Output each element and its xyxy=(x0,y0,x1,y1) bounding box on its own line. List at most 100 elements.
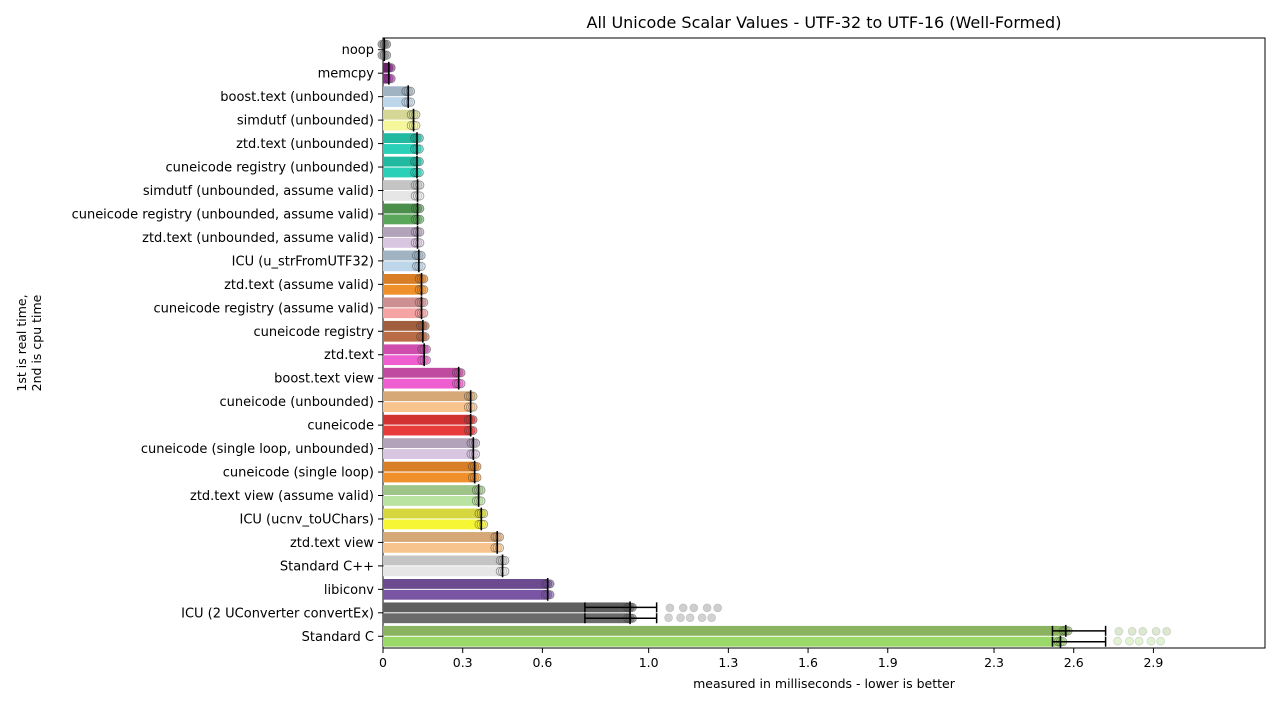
sample-marker xyxy=(1127,626,1137,636)
plot-frame xyxy=(382,37,1266,649)
bar-real-time xyxy=(383,273,422,284)
category-label: simdutf (unbounded, assume valid) xyxy=(143,184,374,199)
bar-real-time xyxy=(383,485,479,495)
category-label: cuneicode registry (assume valid) xyxy=(153,301,374,316)
sample-marker xyxy=(1151,626,1161,636)
category-label: cuneicode registry (unbounded) xyxy=(166,161,375,176)
bar-real-time xyxy=(383,532,498,542)
category-label: ztd.text (assume valid) xyxy=(224,278,374,293)
bar-real-time xyxy=(383,227,418,237)
bar-cpu-time xyxy=(383,378,459,389)
bar-cpu-time xyxy=(383,308,422,319)
bar-real-time xyxy=(383,461,475,472)
bar-cpu-time xyxy=(383,496,479,506)
sample-marker xyxy=(1134,636,1144,646)
sample-marker xyxy=(1162,626,1172,636)
bar-cpu-time xyxy=(383,237,418,248)
category-label: boost.text view xyxy=(274,372,374,387)
x-tick-label: 1.6 xyxy=(798,655,818,670)
x-tick-label: 0.6 xyxy=(532,655,552,670)
bar-real-time xyxy=(383,344,425,355)
category-label: Standard C xyxy=(302,630,374,645)
plot-area: 0 0.3 0.6 1.0 1.3 1.6 1.9 2.3 2.6 2.9 noop memcpy bo… xyxy=(72,37,1266,670)
bar-cpu-time xyxy=(383,613,631,624)
category-label: cuneicode (single loop) xyxy=(223,466,374,481)
bar-cpu-time xyxy=(383,636,1061,647)
bar-cpu-time xyxy=(383,542,498,553)
x-tick-label: 0 xyxy=(379,655,387,670)
bar-real-time xyxy=(383,438,474,449)
bar-real-time xyxy=(383,414,471,425)
bar-cpu-time xyxy=(383,214,418,225)
y-axis-label-line-1: 1st is real time, xyxy=(14,294,29,391)
sample-marker xyxy=(685,613,695,623)
sample-marker xyxy=(713,603,723,613)
sample-marker xyxy=(702,603,712,613)
bar-cpu-time xyxy=(383,97,409,108)
category-label: noop xyxy=(342,43,374,58)
bar-real-time xyxy=(383,109,414,120)
y-axis-label-line-2: 2nd is cpu time xyxy=(29,294,44,391)
category-label: ztd.text view xyxy=(290,536,374,551)
sample-marker xyxy=(697,613,707,623)
bar-real-time xyxy=(383,367,459,378)
category-label: ICU (ucnv_toUChars) xyxy=(240,512,375,527)
x-tick-label: 1.3 xyxy=(718,655,738,670)
bar-cpu-time xyxy=(383,402,471,413)
bar-real-time xyxy=(383,508,482,519)
category-label: ztd.text view (assume valid) xyxy=(190,489,374,504)
category-label: ztd.text (unbounded) xyxy=(236,137,374,152)
bar-real-time xyxy=(383,625,1066,636)
sample-marker xyxy=(664,613,673,623)
bar-real-time xyxy=(383,250,419,261)
bar-real-time xyxy=(383,555,503,566)
bar-cpu-time xyxy=(383,449,474,459)
category-label: ICU (2 UConverter convertEx) xyxy=(181,606,374,621)
bar-real-time xyxy=(383,578,548,589)
category-label: ICU (u_strFromUTF32) xyxy=(232,254,374,269)
sample-marker xyxy=(1114,626,1124,636)
x-axis-label: measured in milliseconds - lower is bett… xyxy=(693,676,956,691)
bar-cpu-time xyxy=(383,331,423,342)
x-tick-label: 1.9 xyxy=(878,655,898,670)
chart-title: All Unicode Scalar Values - UTF-32 to UT… xyxy=(587,13,1062,32)
x-tick-label: 2.9 xyxy=(1143,655,1163,670)
category-label: simdutf (unbounded) xyxy=(237,114,374,129)
bar-cpu-time xyxy=(383,284,422,295)
x-tick-label: 1.0 xyxy=(639,655,659,670)
category-label: cuneicode (single loop, unbounded) xyxy=(141,442,374,457)
category-label: Standard C++ xyxy=(280,559,374,574)
bar-real-time xyxy=(383,180,418,190)
bar-cpu-time xyxy=(383,355,425,366)
bar-cpu-time xyxy=(383,120,414,131)
bar-cpu-time xyxy=(383,519,482,530)
bar-real-time xyxy=(383,391,471,402)
bar-cpu-time xyxy=(383,472,475,483)
bar-cpu-time xyxy=(383,167,418,178)
bar-cpu-time xyxy=(383,191,418,201)
bar-cpu-time xyxy=(383,144,418,154)
category-label: boost.text (unbounded) xyxy=(220,90,374,105)
category-label: ztd.text xyxy=(324,348,374,363)
category-label: cuneicode registry (unbounded, assume va… xyxy=(72,207,374,222)
bar-real-time xyxy=(383,86,409,97)
bar-real-time xyxy=(383,320,423,331)
sample-marker xyxy=(1156,636,1165,646)
bar-real-time xyxy=(383,602,631,613)
bar-cpu-time xyxy=(383,425,471,436)
sample-marker xyxy=(665,603,675,613)
bar-real-time xyxy=(383,156,418,167)
sample-marker xyxy=(1138,626,1148,636)
bar-real-time xyxy=(383,133,418,144)
category-label: cuneicode (unbounded) xyxy=(219,395,374,410)
bar-real-time xyxy=(383,203,418,214)
sample-marker xyxy=(676,613,685,623)
x-tick-label: 0.3 xyxy=(453,655,473,670)
sample-marker xyxy=(689,603,699,613)
x-tick-label: 2.6 xyxy=(1064,655,1084,670)
category-label: libiconv xyxy=(324,583,374,598)
category-label: cuneicode xyxy=(307,419,374,434)
category-label: ztd.text (unbounded, assume valid) xyxy=(142,231,374,246)
sample-marker xyxy=(1113,636,1122,646)
category-label: memcpy xyxy=(318,67,375,82)
